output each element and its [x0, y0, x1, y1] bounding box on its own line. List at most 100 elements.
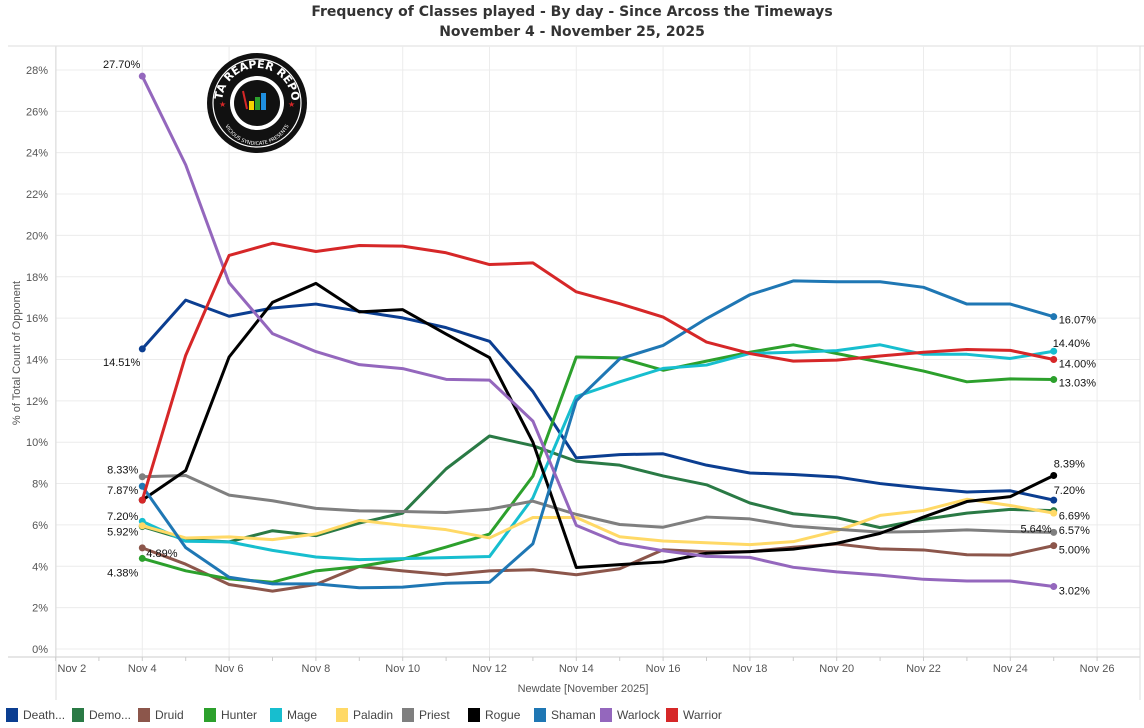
x-tick-label: Nov 2 [58, 663, 87, 675]
legend-swatch [270, 708, 282, 722]
legend-label: Hunter [221, 708, 258, 722]
data-label: 6.69% [1059, 511, 1090, 523]
data-label: 7.20% [1054, 485, 1085, 497]
data-point-mage [1050, 347, 1058, 355]
y-axis-label: % of Total Count of Opponent [11, 281, 23, 425]
data-point-rogue [1050, 471, 1058, 479]
data-point-warlock [138, 72, 146, 80]
data-label: 13.03% [1059, 378, 1097, 390]
legend-item-mage[interactable]: Mage [270, 708, 336, 722]
subtitle: November 4 - November 25, 2025 [439, 24, 705, 40]
data-label: 6.57% [1059, 525, 1090, 537]
svg-text:★: ★ [288, 100, 295, 109]
series-line-paladin [141, 497, 1054, 547]
series-line-warlock [140, 75, 1054, 589]
legend-label: Paladin [353, 708, 394, 722]
series-line-shaman [141, 279, 1055, 590]
y-tick-label: 12% [26, 396, 48, 408]
y-tick-label: 28% [26, 65, 48, 77]
y-tick-label: 18% [26, 272, 48, 284]
x-tick-label: Nov 12 [472, 663, 507, 675]
x-tick-label: Nov 10 [385, 663, 420, 675]
legend-item-warrior[interactable]: Warrior [666, 708, 732, 722]
data-point-warrior [1050, 355, 1058, 363]
legend-swatch [402, 708, 414, 722]
y-tick-label: 20% [26, 230, 48, 242]
x-tick-label: Nov 24 [993, 663, 1028, 675]
legend-swatch [336, 708, 348, 722]
y-tick-label: 0% [32, 644, 48, 656]
legend: Death... Demo... Druid Hunter Mage Paladin Pri… [6, 706, 732, 724]
y-tick-label: 26% [26, 106, 48, 118]
data-label: 27.70% [103, 59, 141, 71]
y-tick-label: 22% [26, 189, 48, 201]
legend-item-death-knight[interactable]: Death... [6, 708, 72, 722]
legend-item-warlock[interactable]: Warlock [600, 708, 666, 722]
data-label: 14.00% [1059, 358, 1097, 370]
x-ticks: Nov 2 Nov 4 Nov 6 Nov 8 Nov 10 Nov 12 Nov 14 No… [58, 663, 1115, 675]
y-tick-label: 14% [26, 354, 48, 366]
data-point-hunter [138, 554, 146, 562]
grid [8, 46, 1141, 700]
data-label: 5.00% [1059, 545, 1090, 557]
series-line-rogue [141, 281, 1055, 570]
legend-item-hunter[interactable]: Hunter [204, 708, 270, 722]
series-line-mage [141, 343, 1054, 562]
legend-label: Mage [287, 708, 318, 722]
legend-item-priest[interactable]: Priest [402, 708, 468, 722]
legend-item-paladin[interactable]: Paladin [336, 708, 402, 722]
data-label: 7.20% [107, 511, 138, 523]
data-point-priest [1050, 528, 1058, 536]
title: Frequency of Classes played - By day - S… [311, 4, 833, 20]
series-line-priest [142, 473, 1054, 534]
legend-swatch [204, 708, 216, 722]
legend-swatch [468, 708, 480, 722]
legend-label: Demo... [89, 708, 132, 722]
data-label: 8.33% [107, 465, 138, 477]
series-line-druid [141, 542, 1055, 593]
legend-item-demon-hunter[interactable]: Demo... [72, 708, 138, 722]
series-line-hunter [141, 343, 1054, 584]
legend-label: Rogue [485, 708, 521, 722]
data-point-death-knight [1050, 496, 1058, 504]
svg-text:★: ★ [219, 100, 226, 109]
x-tick-label: Nov 6 [215, 663, 244, 675]
legend-label: Druid [155, 708, 184, 722]
legend-swatch [666, 708, 678, 722]
legend-label: Warrior [683, 708, 722, 722]
x-tick-label: Nov 20 [819, 663, 854, 675]
data-point-death-knight [138, 345, 146, 353]
legend-label: Warlock [617, 708, 660, 722]
x-tick-label: Nov 22 [906, 663, 941, 675]
chart-title: Frequency of Classes played - By day - S… [0, 2, 1144, 42]
legend-item-druid[interactable]: Druid [138, 708, 204, 722]
data-label: 5.92% [107, 527, 138, 539]
line-chart: 0% 2% 4% 6% 8% 10% 12% 14% 16% 18% 20% 22% 24% 26% 28%… [8, 45, 1144, 700]
y-tick-label: 10% [26, 437, 48, 449]
legend-swatch [72, 708, 84, 722]
legend-swatch [138, 708, 150, 722]
legend-swatch [600, 708, 612, 722]
data-label: 8.39% [1054, 458, 1085, 470]
data-label: 16.07% [1059, 315, 1097, 327]
data-label: 14.40% [1053, 338, 1091, 350]
data-point-paladin [1050, 509, 1058, 517]
data-point-shaman [138, 482, 146, 490]
x-tick-label: Nov 16 [646, 663, 681, 675]
series-line-demon-hunter [141, 434, 1054, 544]
data-point-warrior [138, 496, 146, 504]
x-tick-label: Nov 26 [1080, 663, 1115, 675]
y-tick-label: 8% [32, 479, 48, 491]
data-labels: 27.70% 14.51% 8.33% 7.87% 7.20% 5.92% 4.89% 4.3… [103, 59, 1096, 597]
series-line-death-knight [141, 298, 1055, 502]
legend-swatch [6, 708, 18, 722]
x-axis-label: Newdate [November 2025] [518, 683, 649, 695]
data-point-druid [138, 544, 146, 552]
data-label: 7.87% [107, 485, 138, 497]
data-point-priest [138, 473, 146, 481]
legend-item-shaman[interactable]: Shaman [534, 708, 600, 722]
y-tick-label: 16% [26, 313, 48, 325]
legend-swatch [534, 708, 546, 722]
legend-item-rogue[interactable]: Rogue [468, 708, 534, 722]
data-point-shaman [1050, 313, 1058, 321]
